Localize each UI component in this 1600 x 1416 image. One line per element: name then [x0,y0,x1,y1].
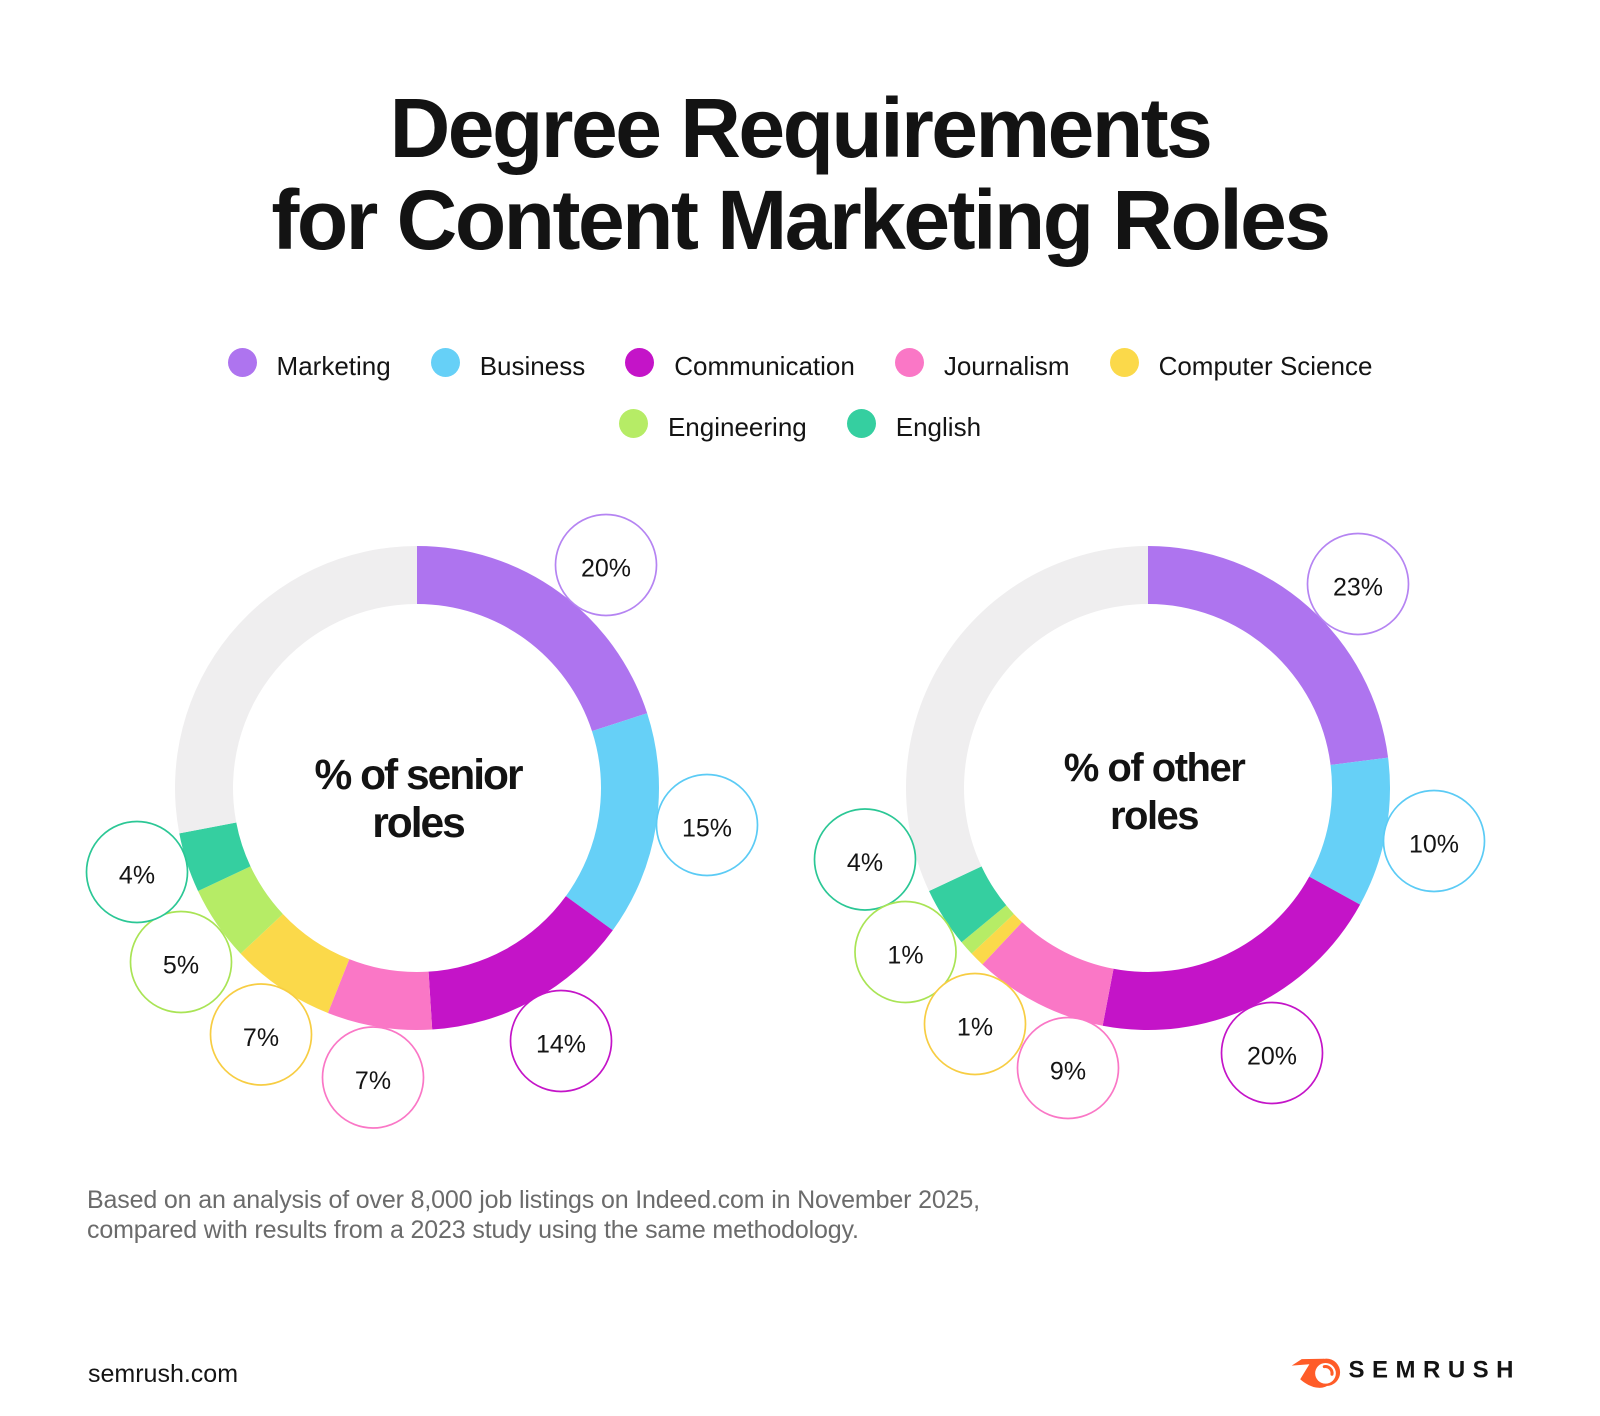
svg-text:20%: 20% [581,555,631,583]
svg-text:15%: 15% [682,815,732,843]
svg-text:1%: 1% [957,1014,993,1042]
svg-text:5%: 5% [163,952,199,980]
svg-text:4%: 4% [847,849,883,877]
svg-text:1%: 1% [887,942,923,970]
svg-text:10%: 10% [1409,831,1459,859]
svg-text:4%: 4% [119,862,155,890]
svg-text:14%: 14% [536,1031,586,1059]
svg-text:23%: 23% [1333,574,1383,602]
svg-text:20%: 20% [1247,1043,1297,1071]
svg-text:SEMRUSH: SEMRUSH [1349,1358,1522,1383]
svg-text:9%: 9% [1050,1058,1086,1086]
svg-text:7%: 7% [243,1024,279,1052]
svg-text:7%: 7% [355,1067,391,1095]
